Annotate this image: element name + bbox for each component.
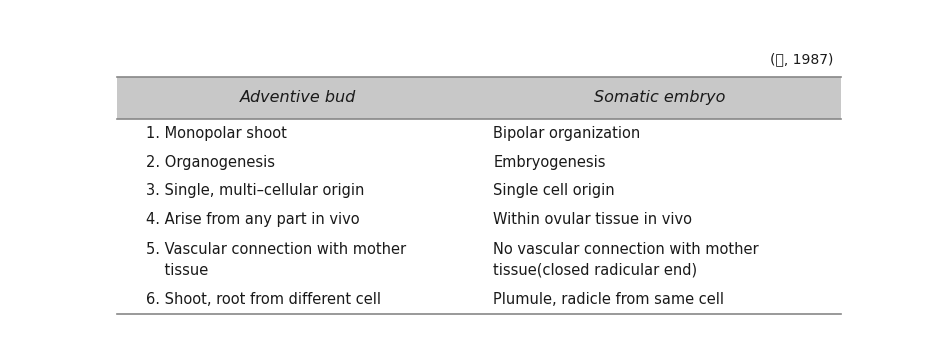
Text: (한, 1987): (한, 1987) <box>770 52 833 66</box>
Text: 4. Arise from any part in vivo: 4. Arise from any part in vivo <box>146 212 360 227</box>
Text: Within ovular tissue in vivo: Within ovular tissue in vivo <box>493 212 692 227</box>
Text: 5. Vascular connection with mother
    tissue: 5. Vascular connection with mother tissu… <box>146 241 406 278</box>
Text: Adventive bud: Adventive bud <box>240 90 356 105</box>
Text: 6. Shoot, root from different cell: 6. Shoot, root from different cell <box>146 292 381 307</box>
Text: 3. Single, multi–cellular origin: 3. Single, multi–cellular origin <box>146 184 364 198</box>
Text: Somatic embryo: Somatic embryo <box>594 90 726 105</box>
Text: Plumule, radicle from same cell: Plumule, radicle from same cell <box>493 292 724 307</box>
Text: 2. Organogenesis: 2. Organogenesis <box>146 155 275 169</box>
Text: Single cell origin: Single cell origin <box>493 184 615 198</box>
Text: No vascular connection with mother
tissue(closed radicular end): No vascular connection with mother tissu… <box>493 241 758 278</box>
Bar <box>117 77 841 119</box>
Text: 1. Monopolar shoot: 1. Monopolar shoot <box>146 126 287 141</box>
Text: Embryogenesis: Embryogenesis <box>493 155 605 169</box>
Text: Bipolar organization: Bipolar organization <box>493 126 641 141</box>
